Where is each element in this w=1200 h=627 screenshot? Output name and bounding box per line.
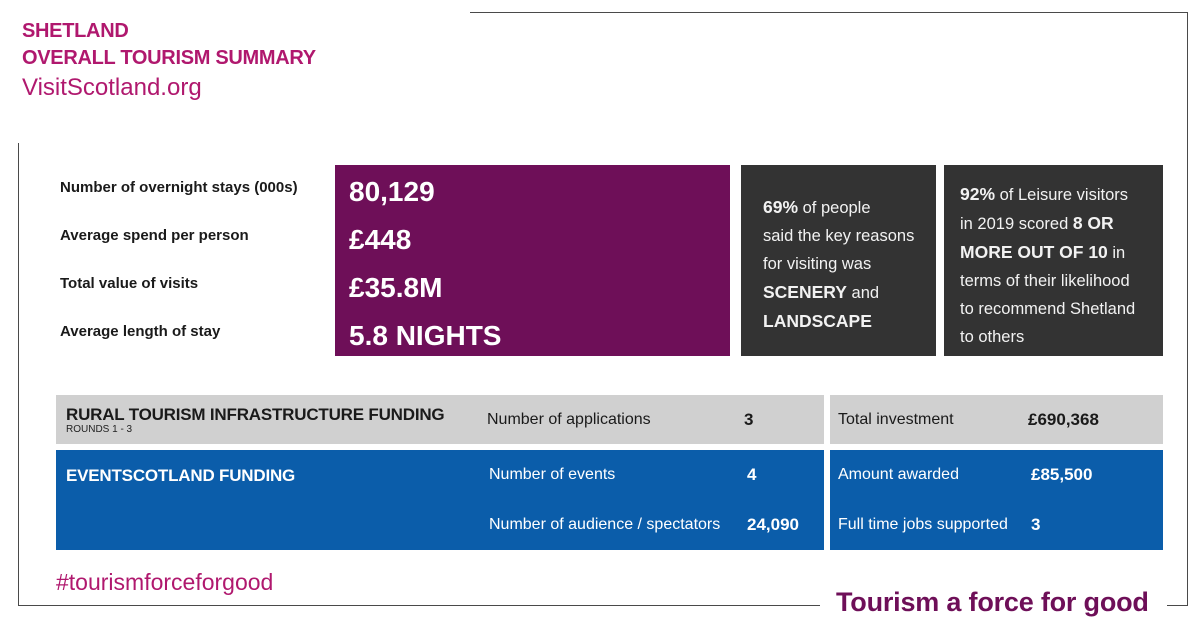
events-count-value: 4 [747, 465, 757, 484]
amount-awarded-value: £85,500 [1031, 465, 1093, 484]
audience-value: 24,090 [747, 515, 799, 534]
scenery-highlight: SCENERY [763, 282, 847, 302]
stats-value-panel [335, 165, 730, 356]
applications-value: 3 [744, 410, 754, 429]
stat-value-length-of-stay: 5.8 NIGHTS [349, 320, 502, 351]
investment-value: £690,368 [1028, 410, 1099, 429]
scenery-fact-panel: 69% of people said the key reasons for v… [741, 165, 936, 356]
stat-label-overnight-stays: Number of overnight stays (000s) [60, 179, 298, 196]
events-funding-row [56, 450, 824, 550]
frame-top-line [470, 12, 1188, 13]
title-line-2: OVERALL TOURISM SUMMARY [22, 47, 316, 69]
frame-left-line [18, 143, 19, 606]
frame-right-line [1187, 12, 1188, 606]
recommend-text-2: in 2019 scored [960, 215, 1073, 233]
events-count-label: Number of events [489, 466, 616, 483]
jobs-supported-label: Full time jobs supported [838, 516, 1008, 533]
recommend-text-6: to others [960, 328, 1025, 346]
rural-funding-subtitle: ROUNDS 1 - 3 [66, 424, 133, 435]
frame-bottom-right-line [1167, 605, 1188, 606]
rural-investment-panel [830, 395, 1163, 444]
scenery-and: and [846, 284, 880, 302]
title-line-1: SHETLAND [22, 20, 129, 42]
scenery-text-1: of people [798, 199, 871, 217]
page-title: SHETLAND OVERALL TOURISM SUMMARY [22, 18, 316, 72]
website-link[interactable]: VisitScotland.org [22, 74, 202, 101]
recommend-pct: 92% [960, 184, 996, 204]
events-funding-title: EVENTSCOTLAND FUNDING [66, 466, 296, 485]
recommend-text-4: terms of their likelihood [960, 272, 1130, 290]
recommend-score-a: 8 OR [1072, 213, 1114, 233]
hashtag[interactable]: #tourismforceforgood [56, 569, 274, 595]
recommend-text-3: in [1107, 244, 1126, 262]
recommend-text-1: of Leisure visitors [995, 186, 1128, 204]
stat-value-overnight-stays: 80,129 [349, 176, 435, 207]
applications-label: Number of applications [487, 411, 651, 428]
recommend-score-b: MORE OUT OF 10 [960, 242, 1108, 262]
audience-label: Number of audience / spectators [489, 516, 721, 533]
rural-funding-row [56, 395, 824, 444]
stat-label-average-spend: Average spend per person [60, 227, 249, 244]
rural-funding-title: RURAL TOURISM INFRASTRUCTURE FUNDING [66, 405, 445, 424]
stat-label-total-value: Total value of visits [60, 275, 199, 292]
stat-label-length-of-stay: Average length of stay [60, 323, 221, 340]
stat-value-total-value: £35.8M [349, 272, 443, 303]
recommend-text-5: to recommend Shetland [960, 300, 1136, 318]
investment-label: Total investment [838, 411, 954, 428]
recommend-fact-panel: 92% of Leisure visitors in 2019 scored 8… [944, 165, 1163, 356]
landscape-highlight: LANDSCAPE [763, 311, 872, 331]
frame-bottom-left-line [18, 605, 820, 606]
tagline: Tourism a force for good [836, 587, 1149, 617]
scenery-text-3: for visiting was [763, 255, 872, 273]
stat-value-average-spend: £448 [349, 224, 412, 255]
amount-awarded-label: Amount awarded [838, 466, 959, 483]
scenery-text-2: said the key reasons [763, 227, 915, 245]
events-award-panel [830, 450, 1163, 550]
scenery-pct: 69% [763, 197, 799, 217]
jobs-supported-value: 3 [1031, 515, 1041, 534]
